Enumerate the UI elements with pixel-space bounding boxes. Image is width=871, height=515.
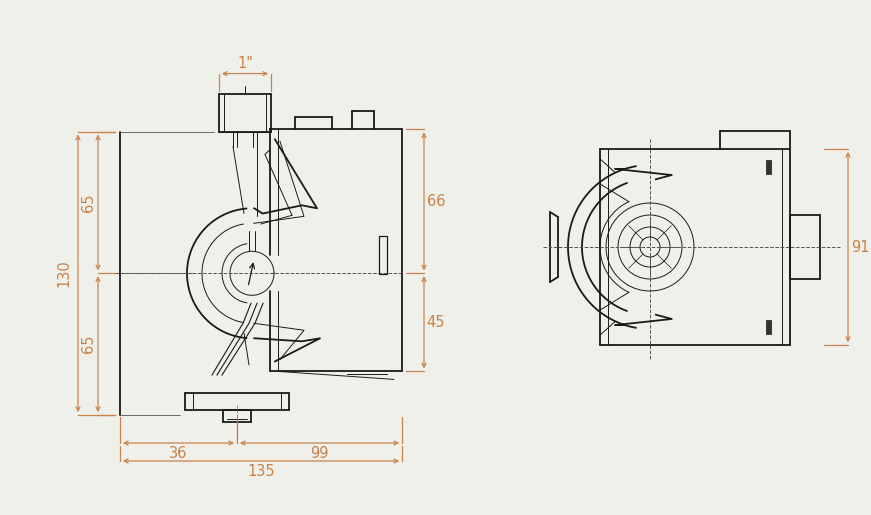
Text: 65: 65: [80, 193, 96, 212]
Text: 130: 130: [57, 260, 71, 287]
Text: 36: 36: [169, 445, 187, 460]
Text: 1": 1": [237, 56, 253, 71]
Text: 99: 99: [310, 445, 328, 460]
Text: 45: 45: [427, 315, 445, 330]
Text: 65: 65: [80, 335, 96, 353]
Text: 91: 91: [851, 239, 869, 254]
Bar: [766, 160, 771, 174]
Text: 66: 66: [427, 194, 445, 209]
Bar: [379, 236, 387, 274]
Bar: [766, 320, 771, 334]
Text: 135: 135: [247, 464, 275, 478]
